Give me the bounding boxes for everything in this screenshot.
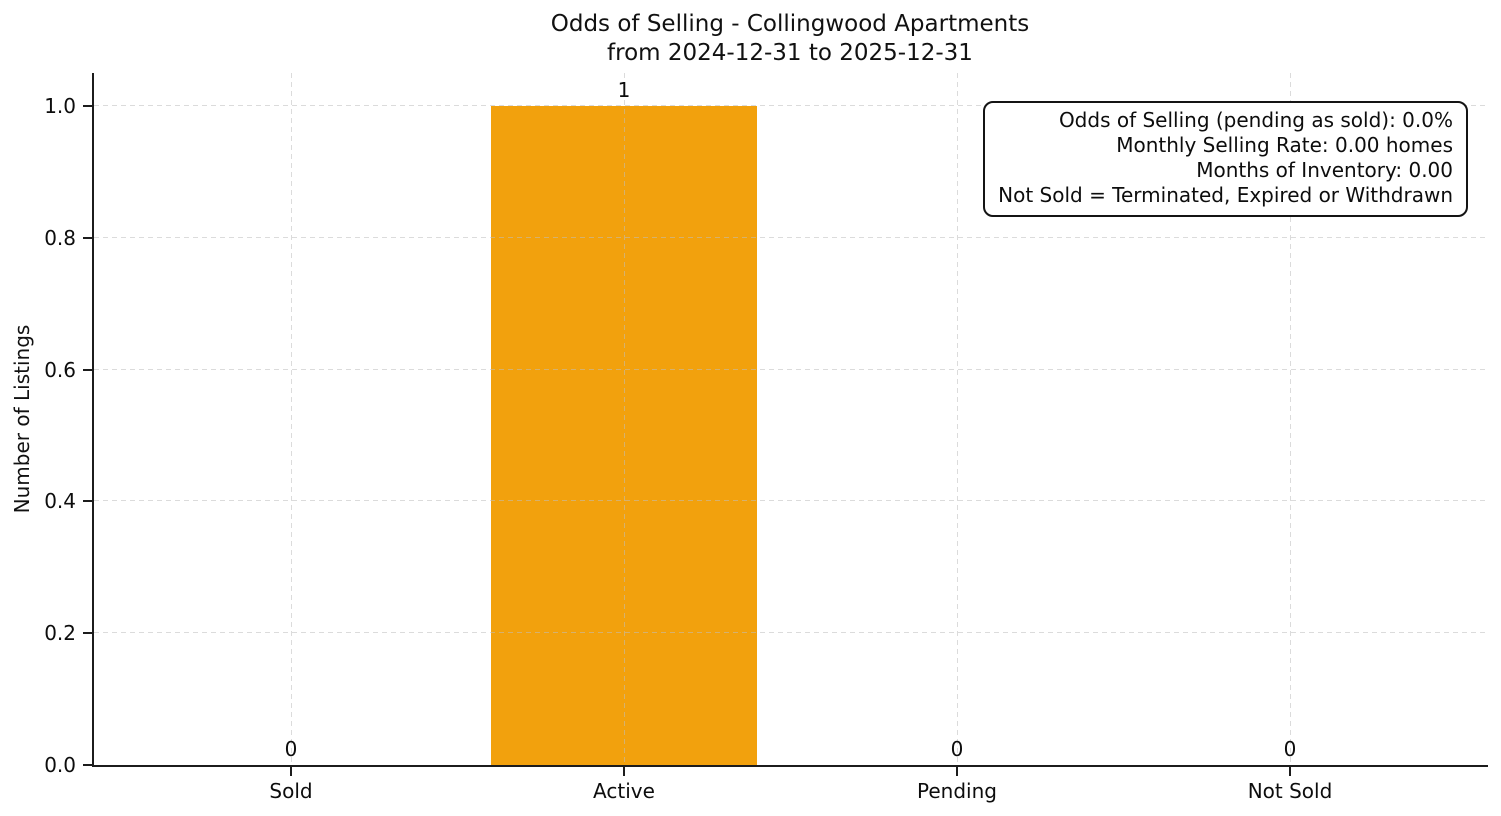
y-tick-mark	[83, 764, 92, 766]
gridline-horizontal	[94, 236, 1488, 238]
y-tick-mark	[83, 236, 92, 239]
x-tick-mark	[1288, 767, 1291, 776]
x-tick-mark	[622, 767, 625, 776]
x-tick-label: Pending	[917, 779, 997, 803]
y-axis-label: Number of Listings	[10, 324, 34, 514]
y-tick-mark	[83, 368, 92, 371]
plot-area: 0.0 0.2 0.4 0.6 0.8 1.0 0 Sold 1 Active 0 Pending 0 N…	[44, 73, 1488, 803]
x-tick-label: Sold	[269, 779, 313, 803]
annotation-line: Odds of Selling (pending as sold): 0.0%	[1058, 108, 1453, 132]
bar	[491, 105, 757, 765]
y-tick-mark	[83, 500, 92, 503]
gridline-vertical	[956, 73, 958, 765]
gridline-horizontal	[94, 632, 1488, 634]
chart-title: Odds of Selling - Collingwood Apartments…	[92, 10, 1488, 68]
x-tick-label: Not Sold	[1247, 779, 1333, 803]
y-tick-label: 0.4	[44, 489, 76, 514]
y-tick-label: 0.0	[44, 753, 76, 777]
bar-value-label: 0	[1283, 737, 1297, 761]
x-tick-mark	[290, 767, 292, 776]
annotation-line: Months of Inventory: 0.00	[1196, 158, 1453, 182]
gridline-horizontal	[94, 368, 1488, 370]
bar-value-label: 0	[284, 737, 298, 761]
bar-value-label: 0	[950, 737, 964, 761]
y-tick-label: 0.8	[44, 225, 76, 250]
y-tick-label: 0.2	[44, 621, 76, 646]
annotation-line: Monthly Selling Rate: 0.00 homes	[1116, 133, 1453, 157]
gridline-vertical	[291, 73, 292, 765]
gridline-horizontal	[94, 500, 1488, 502]
chart-title-line-2: from 2024-12-31 to 2025-12-31	[607, 40, 973, 66]
chart-title-line-1: Odds of Selling - Collingwood Apartments	[550, 11, 1030, 37]
x-tick-mark	[955, 767, 958, 776]
x-tick-label: Active	[593, 779, 655, 803]
bar-value-label: 1	[617, 77, 631, 102]
y-tick-mark	[83, 632, 92, 635]
y-tick-label: 1.0	[44, 93, 76, 118]
y-tick-label: 0.6	[44, 357, 76, 382]
annotation-box: Odds of Selling (pending as sold): 0.0% M…	[983, 101, 1468, 217]
y-tick-mark	[83, 104, 92, 107]
annotation-line: Not Sold = Terminated, Expired or Withdr…	[998, 183, 1453, 207]
